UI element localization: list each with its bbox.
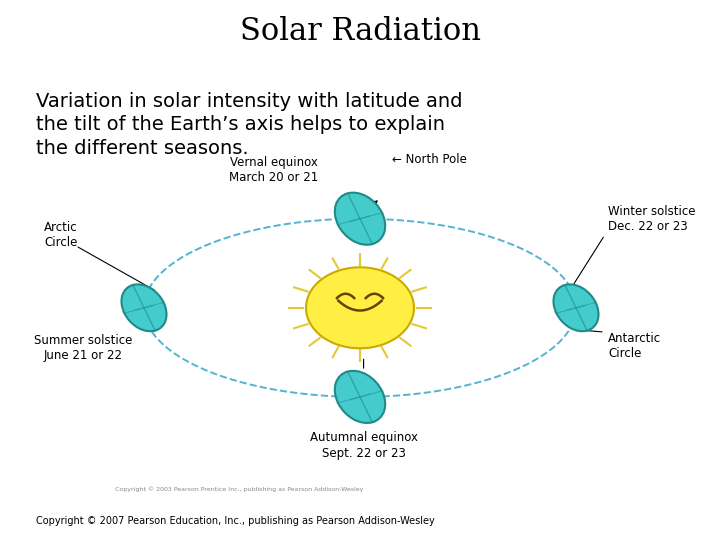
Text: Solar Radiation: Solar Radiation: [240, 16, 480, 47]
Text: Variation in solar intensity with latitude and
the tilt of the Earth’s axis help: Variation in solar intensity with latitu…: [36, 92, 462, 158]
Text: Copyright © 2007 Pearson Education, Inc., publishing as Pearson Addison-Wesley: Copyright © 2007 Pearson Education, Inc.…: [36, 516, 435, 526]
Text: Autumnal equinox
Sept. 22 or 23: Autumnal equinox Sept. 22 or 23: [310, 431, 418, 460]
Text: Copyright © 2003 Pearson Prentice Inc., publishing as Pearson Addison-Wesley: Copyright © 2003 Pearson Prentice Inc., …: [115, 486, 364, 491]
Ellipse shape: [554, 285, 598, 331]
Text: ← North Pole: ← North Pole: [392, 153, 467, 166]
Text: Summer solstice
June 21 or 22: Summer solstice June 21 or 22: [34, 334, 132, 362]
Ellipse shape: [122, 285, 166, 331]
Text: Antarctic
Circle: Antarctic Circle: [608, 332, 662, 360]
Text: Arctic
Circle: Arctic Circle: [45, 221, 78, 249]
Circle shape: [306, 267, 414, 348]
Ellipse shape: [335, 371, 385, 423]
Text: Winter solstice
Dec. 22 or 23: Winter solstice Dec. 22 or 23: [608, 205, 696, 233]
Ellipse shape: [335, 193, 385, 245]
Text: Vernal equinox
March 20 or 21: Vernal equinox March 20 or 21: [229, 156, 318, 184]
